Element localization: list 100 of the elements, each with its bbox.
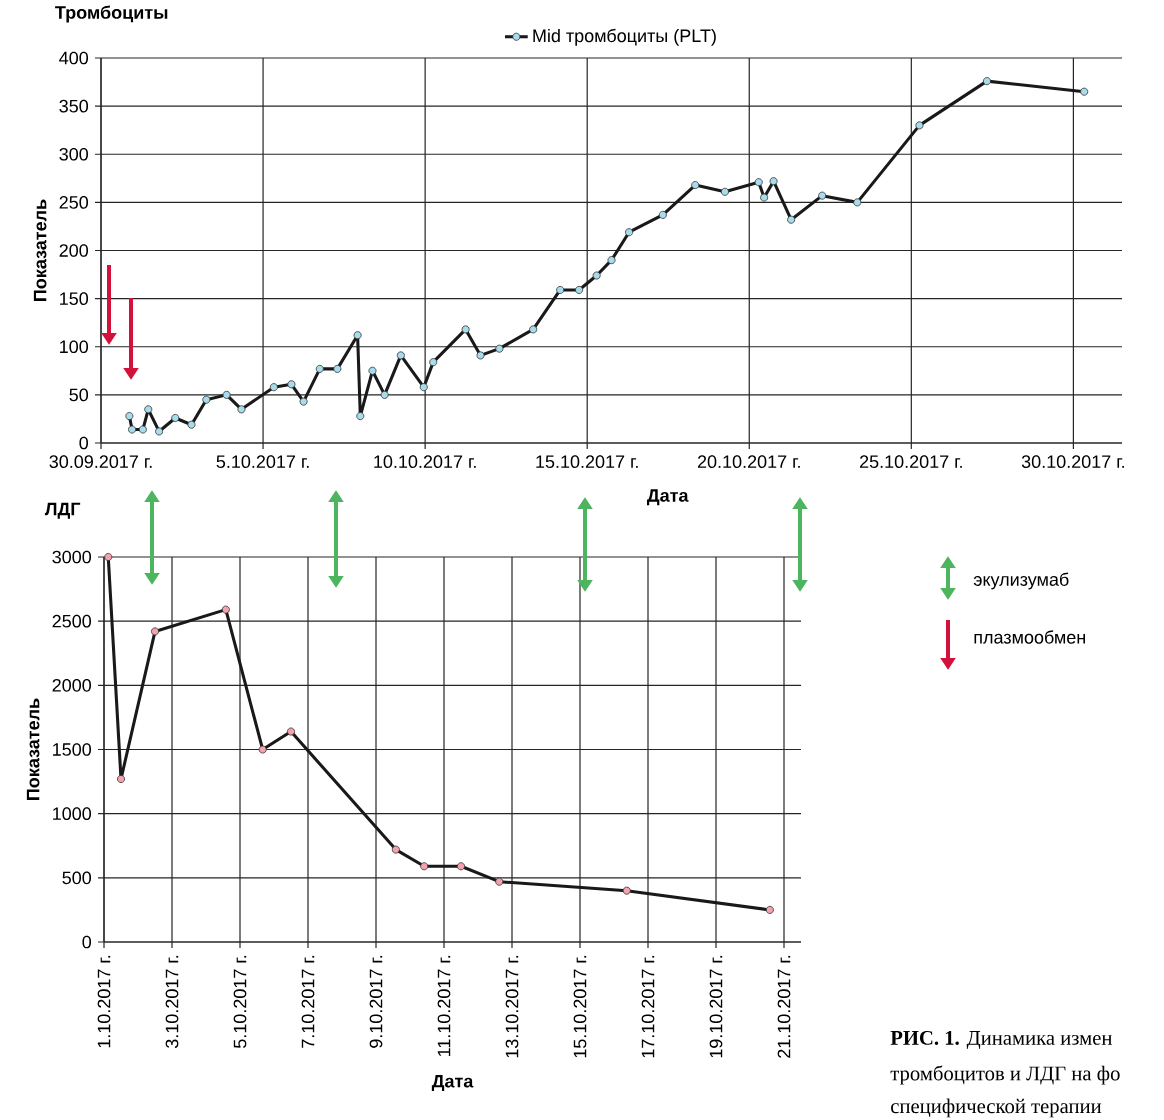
point [368, 366, 377, 375]
point [787, 215, 796, 224]
point [396, 351, 405, 360]
y-tick-label: 100 [60, 340, 89, 354]
y-tick-label: 250 [59, 196, 89, 209]
point [391, 845, 400, 854]
y-axis-title: Показатель [26, 698, 40, 800]
text: экулизумаб [973, 572, 1069, 590]
point [420, 862, 429, 871]
point [315, 364, 324, 373]
text: специфической терапии [891, 1098, 1102, 1118]
x-axis-title: Дата [646, 489, 689, 506]
point [380, 390, 389, 399]
point [419, 383, 428, 392]
y-tick-label: 2500 [52, 614, 92, 628]
point [818, 191, 827, 200]
x-tick-label: 15.10.2017 г. [573, 955, 587, 1058]
y-tick-label: 300 [59, 147, 89, 161]
y-tick-label: 150 [60, 292, 89, 305]
point [622, 886, 631, 895]
point [258, 745, 267, 754]
point [299, 397, 308, 406]
point [104, 553, 113, 561]
point [287, 380, 296, 389]
x-tick-label: 3.10.2017 г. [165, 955, 179, 1049]
point [221, 605, 230, 614]
point [144, 405, 153, 414]
point [769, 177, 778, 186]
point [287, 727, 295, 736]
y-tick-label: 500 [62, 871, 92, 885]
text: РИС. 1. Динамика измен [890, 1030, 1112, 1050]
legend-label: Mid тромбоциты (PLT) [533, 28, 716, 46]
text: тромбоцитов и ЛДГ на фо [890, 1065, 1120, 1085]
point [495, 344, 504, 353]
x-tick-label: 20.10.2017 г. [697, 455, 800, 468]
point [476, 351, 485, 360]
x-tick-label: 30.10.2017 г. [1021, 455, 1124, 468]
point [592, 271, 601, 280]
chart-title: Тромбоциты [55, 5, 168, 23]
y-tick-label: 400 [59, 51, 89, 65]
point [658, 210, 667, 219]
point [333, 364, 342, 373]
point [155, 427, 164, 436]
point [429, 358, 438, 367]
y-tick-label: 350 [59, 99, 89, 113]
point [691, 181, 700, 190]
point [853, 198, 862, 207]
point [202, 395, 211, 404]
y-axis-title: Показатель [33, 199, 47, 301]
y-tick-label: 0 [79, 436, 89, 450]
point [457, 862, 466, 871]
y-tick-label: 200 [59, 244, 89, 257]
y-tick-label: 3000 [52, 550, 92, 564]
point [982, 77, 991, 86]
chart-title: ЛДГ [44, 502, 81, 519]
point [138, 425, 147, 434]
point [187, 420, 196, 429]
x-tick-label: 13.10.2017 г. [505, 955, 519, 1058]
x-tick-label: 5.10.2017 г. [216, 455, 309, 468]
point [625, 228, 634, 237]
x-tick-label: 17.10.2017 г. [641, 955, 655, 1058]
text: плазмообмен [974, 630, 1085, 644]
point [575, 285, 584, 294]
point [754, 178, 763, 187]
x-tick-label: 25.10.2017 г. [859, 455, 962, 468]
y-tick-label: 0 [82, 935, 92, 949]
point [765, 905, 774, 914]
point [151, 627, 160, 636]
x-axis-title: Дата [431, 1074, 474, 1091]
x-tick-label: 10.10.2017 г. [374, 455, 476, 468]
point [720, 187, 729, 196]
y-tick-label: 50 [69, 388, 89, 402]
point [269, 383, 278, 392]
point [125, 412, 134, 421]
y-tick-label: 2000 [52, 678, 92, 692]
x-tick-label: 11.10.2017 г. [437, 955, 451, 1057]
x-tick-label: 5.10.2017 г. [233, 955, 247, 1048]
y-tick-label: 1500 [53, 743, 92, 756]
point [760, 193, 769, 202]
point [1080, 87, 1089, 96]
point [461, 325, 470, 334]
point [556, 285, 565, 294]
x-tick-label: 21.10.2017 г. [777, 955, 791, 1058]
x-tick-label: 19.10.2017 г. [709, 955, 723, 1058]
x-tick-label: 7.10.2017 г. [301, 955, 315, 1048]
point [356, 412, 365, 421]
point [222, 390, 231, 399]
x-tick-label: 30.09.2017 г. [49, 455, 152, 468]
x-tick-label: 15.10.2017 г. [536, 455, 638, 468]
point [353, 331, 362, 340]
x-tick-label: 9.10.2017 г. [369, 955, 383, 1048]
point [117, 775, 126, 784]
point [915, 121, 924, 130]
point [495, 877, 504, 886]
point [128, 425, 137, 434]
point [171, 413, 180, 422]
y-tick-label: 1000 [53, 807, 92, 821]
point [237, 405, 246, 414]
x-tick-label: 1.10.2017 г. [97, 955, 111, 1048]
point [607, 256, 616, 265]
